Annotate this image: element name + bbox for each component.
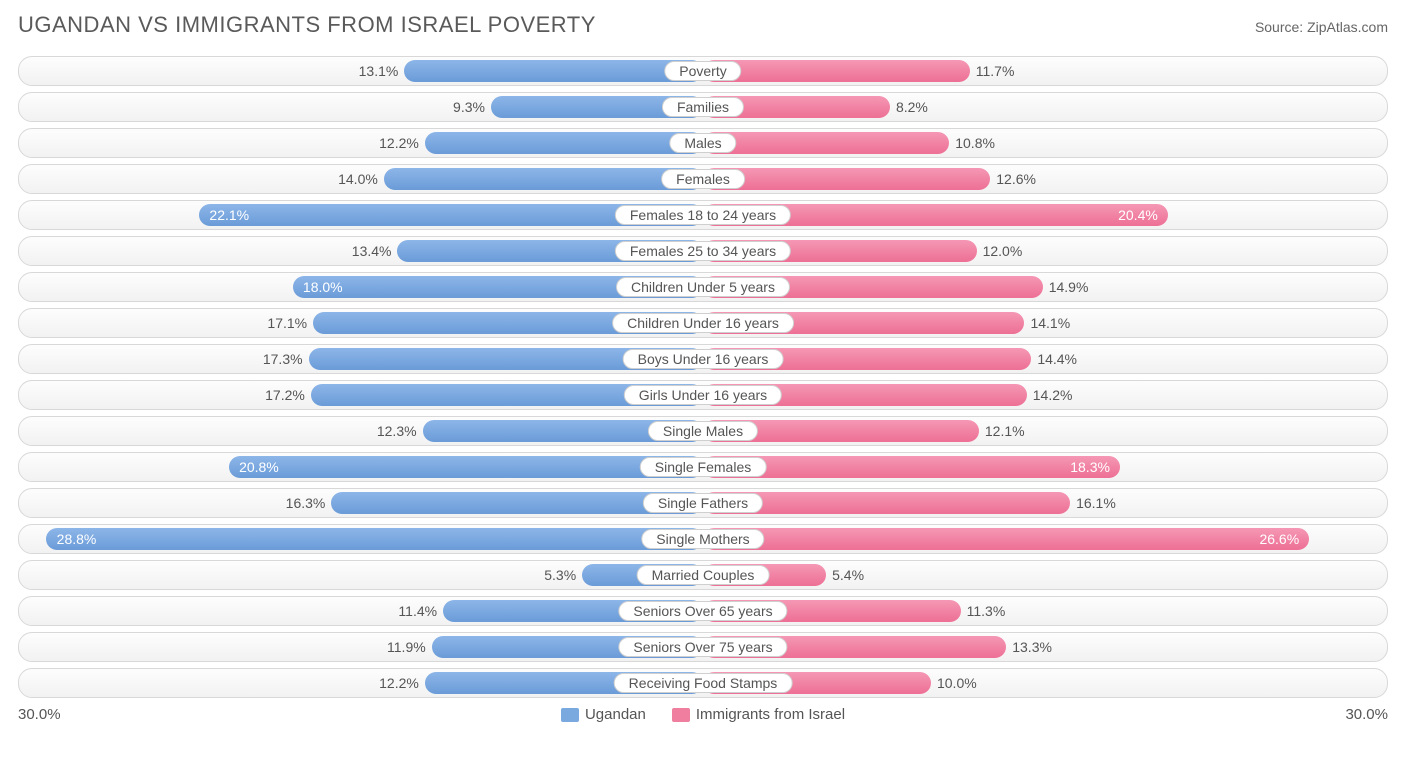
chart-title: UGANDAN VS IMMIGRANTS FROM ISRAEL POVERT… bbox=[18, 12, 596, 38]
value-left: 18.0% bbox=[303, 279, 343, 295]
chart-row: 18.0% 14.9% Children Under 5 years bbox=[18, 272, 1388, 302]
value-left: 11.4% bbox=[398, 603, 437, 619]
value-right: 18.3% bbox=[1070, 459, 1110, 475]
legend: Ugandan Immigrants from Israel bbox=[561, 706, 845, 723]
value-right: 8.2% bbox=[896, 99, 928, 115]
value-right: 16.1% bbox=[1076, 495, 1116, 511]
chart-row: 13.1% 11.7% Poverty bbox=[18, 56, 1388, 86]
value-left: 28.8% bbox=[57, 531, 97, 547]
value-left: 17.1% bbox=[267, 315, 307, 331]
chart-row: 12.2% 10.0% Receiving Food Stamps bbox=[18, 668, 1388, 698]
axis-max-right: 30.0% bbox=[1345, 706, 1388, 723]
category-label: Single Females bbox=[640, 457, 767, 477]
category-label: Girls Under 16 years bbox=[624, 385, 782, 405]
value-right: 12.1% bbox=[985, 423, 1025, 439]
value-right: 12.0% bbox=[983, 243, 1023, 259]
bar-right bbox=[703, 132, 949, 154]
value-left: 12.3% bbox=[377, 423, 417, 439]
value-right: 26.6% bbox=[1259, 531, 1299, 547]
chart-row: 14.0% 12.6% Females bbox=[18, 164, 1388, 194]
value-right: 14.4% bbox=[1037, 351, 1077, 367]
legend-item-right: Immigrants from Israel bbox=[672, 706, 845, 723]
category-label: Single Mothers bbox=[641, 529, 764, 549]
chart-row: 28.8% 26.6% Single Mothers bbox=[18, 524, 1388, 554]
chart-row: 5.3% 5.4% Married Couples bbox=[18, 560, 1388, 590]
value-left: 17.2% bbox=[265, 387, 305, 403]
category-label: Poverty bbox=[664, 61, 741, 81]
value-left: 16.3% bbox=[286, 495, 326, 511]
category-label: Females 25 to 34 years bbox=[615, 241, 791, 261]
category-label: Seniors Over 75 years bbox=[618, 637, 787, 657]
axis-max-left: 30.0% bbox=[18, 706, 61, 723]
bar-left bbox=[229, 456, 703, 478]
bar-left bbox=[46, 528, 703, 550]
chart-row: 12.3% 12.1% Single Males bbox=[18, 416, 1388, 446]
legend-swatch-left bbox=[561, 708, 579, 722]
value-right: 13.3% bbox=[1012, 639, 1052, 655]
value-right: 14.2% bbox=[1033, 387, 1073, 403]
category-label: Males bbox=[669, 133, 736, 153]
value-left: 12.2% bbox=[379, 675, 419, 691]
category-label: Single Fathers bbox=[643, 493, 763, 513]
category-label: Single Males bbox=[648, 421, 758, 441]
chart-row: 12.2% 10.8% Males bbox=[18, 128, 1388, 158]
chart-footer: 30.0% Ugandan Immigrants from Israel 30.… bbox=[18, 706, 1388, 723]
legend-item-left: Ugandan bbox=[561, 706, 646, 723]
bar-left bbox=[404, 60, 703, 82]
chart-row: 16.3% 16.1% Single Fathers bbox=[18, 488, 1388, 518]
value-left: 17.3% bbox=[263, 351, 303, 367]
value-right: 5.4% bbox=[832, 567, 864, 583]
category-label: Families bbox=[662, 97, 744, 117]
chart-row: 11.9% 13.3% Seniors Over 75 years bbox=[18, 632, 1388, 662]
value-right: 11.7% bbox=[976, 63, 1015, 79]
value-right: 12.6% bbox=[996, 171, 1036, 187]
chart-row: 9.3% 8.2% Families bbox=[18, 92, 1388, 122]
chart-row: 11.4% 11.3% Seniors Over 65 years bbox=[18, 596, 1388, 626]
category-label: Children Under 5 years bbox=[616, 277, 790, 297]
value-left: 20.8% bbox=[239, 459, 279, 475]
legend-swatch-right bbox=[672, 708, 690, 722]
chart-row: 22.1% 20.4% Females 18 to 24 years bbox=[18, 200, 1388, 230]
value-left: 5.3% bbox=[544, 567, 576, 583]
value-left: 13.1% bbox=[359, 63, 399, 79]
value-right: 14.1% bbox=[1030, 315, 1070, 331]
value-right: 11.3% bbox=[967, 603, 1006, 619]
value-left: 11.9% bbox=[387, 639, 426, 655]
category-label: Seniors Over 65 years bbox=[618, 601, 787, 621]
bar-right bbox=[703, 168, 990, 190]
category-label: Females 18 to 24 years bbox=[615, 205, 791, 225]
value-left: 14.0% bbox=[338, 171, 378, 187]
bar-left bbox=[425, 132, 703, 154]
value-left: 9.3% bbox=[453, 99, 485, 115]
chart-row: 13.4% 12.0% Females 25 to 34 years bbox=[18, 236, 1388, 266]
legend-label-left: Ugandan bbox=[585, 706, 646, 723]
value-right: 10.8% bbox=[955, 135, 995, 151]
chart-header: UGANDAN VS IMMIGRANTS FROM ISRAEL POVERT… bbox=[18, 12, 1388, 38]
bar-right bbox=[703, 60, 970, 82]
category-label: Children Under 16 years bbox=[612, 313, 794, 333]
bar-right bbox=[703, 528, 1309, 550]
category-label: Females bbox=[661, 169, 745, 189]
chart-row: 17.3% 14.4% Boys Under 16 years bbox=[18, 344, 1388, 374]
value-right: 10.0% bbox=[937, 675, 977, 691]
value-left: 13.4% bbox=[352, 243, 392, 259]
chart-source: Source: ZipAtlas.com bbox=[1255, 19, 1388, 35]
category-label: Boys Under 16 years bbox=[623, 349, 784, 369]
legend-label-right: Immigrants from Israel bbox=[696, 706, 845, 723]
chart-row: 17.2% 14.2% Girls Under 16 years bbox=[18, 380, 1388, 410]
category-label: Married Couples bbox=[637, 565, 770, 585]
value-right: 20.4% bbox=[1118, 207, 1158, 223]
chart-rows: 13.1% 11.7% Poverty 9.3% 8.2% Families 12.2% 10… bbox=[18, 56, 1388, 698]
chart-row: 17.1% 14.1% Children Under 16 years bbox=[18, 308, 1388, 338]
category-label: Receiving Food Stamps bbox=[614, 673, 793, 693]
value-left: 22.1% bbox=[209, 207, 249, 223]
bar-left bbox=[384, 168, 703, 190]
chart-row: 20.8% 18.3% Single Females bbox=[18, 452, 1388, 482]
value-left: 12.2% bbox=[379, 135, 419, 151]
value-right: 14.9% bbox=[1049, 279, 1089, 295]
